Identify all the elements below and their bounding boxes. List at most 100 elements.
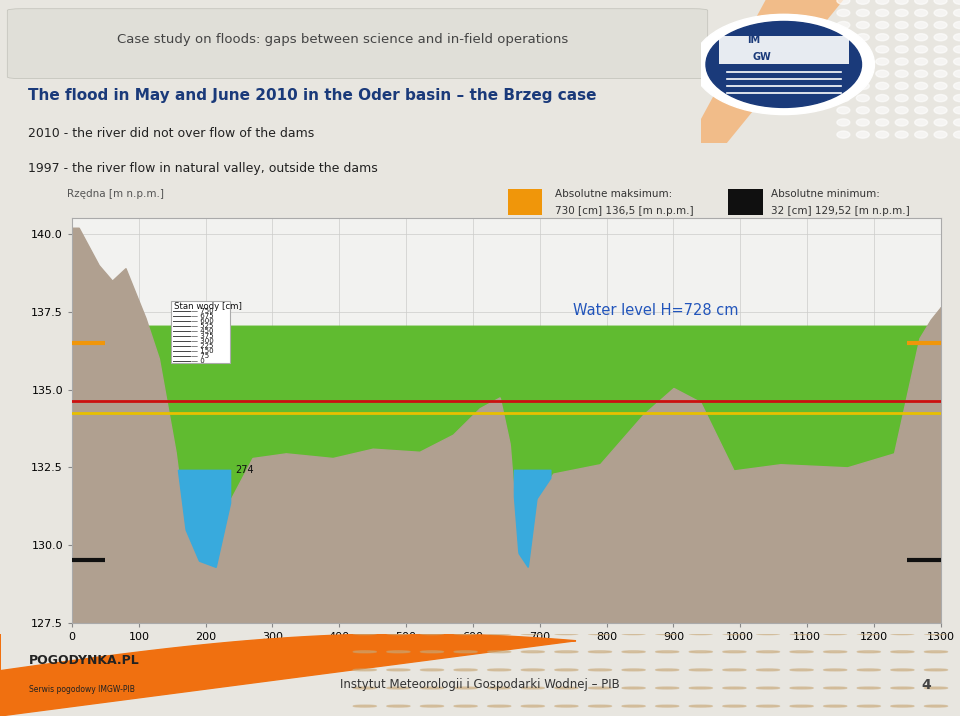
Circle shape: [856, 95, 870, 102]
Circle shape: [857, 687, 880, 689]
Text: — 525: — 525: [191, 323, 213, 329]
Text: — 675: — 675: [191, 313, 213, 319]
Text: Absolutne minimum:: Absolutne minimum:: [771, 189, 880, 199]
Circle shape: [521, 705, 544, 707]
Circle shape: [953, 34, 960, 41]
Circle shape: [856, 119, 870, 126]
Circle shape: [856, 9, 870, 16]
Circle shape: [895, 131, 908, 138]
Circle shape: [555, 651, 578, 653]
Circle shape: [656, 705, 679, 707]
FancyBboxPatch shape: [8, 9, 708, 79]
Circle shape: [953, 46, 960, 53]
Circle shape: [353, 651, 376, 653]
Circle shape: [876, 95, 889, 102]
Text: — 0: — 0: [191, 357, 204, 364]
Text: Absolutne maksimum:: Absolutne maksimum:: [555, 189, 673, 199]
Circle shape: [953, 9, 960, 16]
Polygon shape: [0, 634, 576, 716]
Text: The flood in May and June 2010 in the Oder basin – the Brzeg case: The flood in May and June 2010 in the Od…: [29, 88, 597, 103]
Circle shape: [387, 687, 410, 689]
Circle shape: [837, 131, 850, 138]
Circle shape: [934, 58, 947, 65]
Circle shape: [824, 669, 847, 671]
Circle shape: [891, 687, 914, 689]
Circle shape: [837, 46, 850, 53]
Circle shape: [588, 651, 612, 653]
Circle shape: [856, 82, 870, 90]
Circle shape: [723, 651, 746, 653]
Circle shape: [895, 9, 908, 16]
Circle shape: [915, 34, 927, 41]
Circle shape: [521, 669, 544, 671]
Text: — 375: — 375: [191, 333, 213, 339]
Circle shape: [521, 687, 544, 689]
Circle shape: [420, 705, 444, 707]
Circle shape: [353, 669, 376, 671]
Circle shape: [856, 58, 870, 65]
Circle shape: [934, 95, 947, 102]
Text: IM: IM: [748, 35, 760, 45]
Circle shape: [555, 705, 578, 707]
Circle shape: [857, 651, 880, 653]
Circle shape: [622, 687, 645, 689]
Circle shape: [521, 633, 544, 634]
Circle shape: [756, 651, 780, 653]
Text: Stan wody [cm]: Stan wody [cm]: [174, 302, 242, 311]
Circle shape: [915, 119, 927, 126]
Circle shape: [837, 70, 850, 77]
Text: GW: GW: [753, 52, 772, 62]
Circle shape: [857, 633, 880, 634]
Text: 730 [cm] 136,5 [m n.p.m.]: 730 [cm] 136,5 [m n.p.m.]: [555, 206, 694, 216]
Circle shape: [915, 0, 927, 4]
Circle shape: [588, 705, 612, 707]
Circle shape: [723, 633, 746, 634]
Circle shape: [856, 34, 870, 41]
Circle shape: [790, 633, 813, 634]
Circle shape: [656, 651, 679, 653]
Circle shape: [891, 651, 914, 653]
Circle shape: [953, 70, 960, 77]
Text: Case study on floods: gaps between science and in-field operations: Case study on floods: gaps between scien…: [117, 33, 568, 46]
Circle shape: [895, 70, 908, 77]
Circle shape: [790, 687, 813, 689]
Circle shape: [876, 0, 889, 4]
Circle shape: [876, 131, 889, 138]
Circle shape: [895, 34, 908, 41]
Text: Water level H=728 cm: Water level H=728 cm: [573, 303, 739, 318]
Circle shape: [353, 705, 376, 707]
Text: Serwis pogodowy IMGW-PIB: Serwis pogodowy IMGW-PIB: [29, 685, 134, 694]
Text: — 300: — 300: [191, 338, 214, 344]
Circle shape: [924, 651, 948, 653]
Circle shape: [387, 633, 410, 634]
Circle shape: [953, 95, 960, 102]
Bar: [728, 189, 762, 215]
FancyBboxPatch shape: [171, 301, 229, 363]
Circle shape: [756, 669, 780, 671]
Circle shape: [924, 687, 948, 689]
Circle shape: [555, 633, 578, 634]
Circle shape: [915, 107, 927, 114]
Text: 274: 274: [235, 465, 253, 475]
Circle shape: [622, 651, 645, 653]
Bar: [508, 189, 542, 215]
Circle shape: [895, 82, 908, 90]
Circle shape: [706, 21, 861, 107]
Circle shape: [934, 46, 947, 53]
Circle shape: [454, 633, 477, 634]
Text: — 600: — 600: [191, 318, 214, 324]
Circle shape: [837, 0, 850, 4]
Circle shape: [824, 633, 847, 634]
Circle shape: [588, 687, 612, 689]
Circle shape: [934, 119, 947, 126]
Circle shape: [824, 651, 847, 653]
Circle shape: [488, 705, 511, 707]
Circle shape: [934, 34, 947, 41]
Circle shape: [723, 687, 746, 689]
Circle shape: [521, 651, 544, 653]
Circle shape: [895, 119, 908, 126]
Circle shape: [588, 669, 612, 671]
Circle shape: [837, 58, 850, 65]
Circle shape: [895, 95, 908, 102]
Text: 4: 4: [922, 678, 931, 692]
